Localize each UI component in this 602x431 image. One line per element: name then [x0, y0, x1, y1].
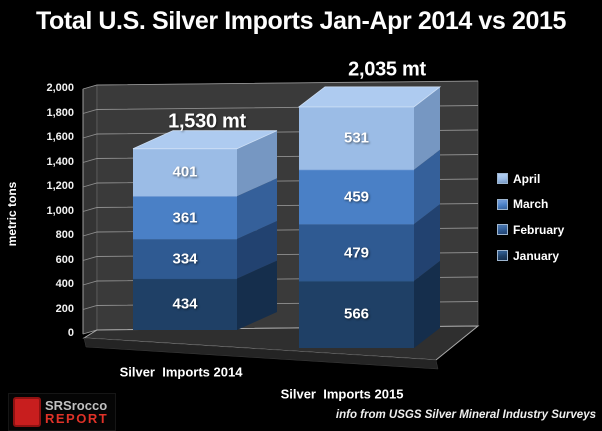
legend-item-january: January — [497, 243, 564, 269]
legend-item-april: April — [497, 166, 564, 192]
segment-value-label: 434 — [172, 295, 198, 313]
legend-label: January — [513, 248, 560, 263]
y-tick-label: 1,200 — [46, 180, 74, 192]
segment-value-label: 459 — [343, 188, 370, 206]
legend-label: March — [513, 197, 549, 212]
bar-top-silver-imports-2015 — [297, 86, 442, 108]
chart-floor-edge — [83, 337, 439, 370]
bar-total-label: 2,035 mt — [348, 58, 426, 81]
category-label: Silver Imports 2015 — [280, 386, 404, 402]
bar-front-silver-imports-2014-january — [133, 278, 237, 330]
legend-swatch-icon — [497, 198, 508, 210]
srsrocco-logo: SRSrocco REPORT — [8, 393, 117, 431]
bar-side-silver-imports-2014-january — [237, 260, 277, 330]
bar-side-silver-imports-2015-march — [414, 149, 440, 225]
bar-front-silver-imports-2015-february — [299, 224, 414, 281]
bar-side-silver-imports-2015-april — [414, 86, 440, 170]
bar-front-silver-imports-2014-april — [133, 148, 237, 197]
bar-front-silver-imports-2014-february — [133, 238, 237, 279]
source-note: info from USGS Silver Mineral Industry S… — [335, 409, 596, 421]
bar-side-silver-imports-2015-january — [414, 260, 440, 348]
bar-side-silver-imports-2014-april — [237, 130, 277, 197]
y-tick-label: 1,800 — [46, 106, 74, 119]
bar-front-silver-imports-2014-march — [133, 196, 237, 239]
y-tick-label: 2,000 — [46, 82, 74, 94]
category-label: Silver Imports 2014 — [119, 364, 243, 380]
legend-swatch-icon — [497, 224, 508, 236]
y-tick-label: 200 — [55, 302, 74, 315]
y-tick-label: 800 — [55, 229, 74, 241]
segment-value-label: 334 — [172, 250, 198, 268]
y-tick-label: 1,600 — [46, 131, 74, 143]
logo-line1: SRSrocco — [45, 397, 108, 413]
segment-value-label: 401 — [172, 163, 198, 181]
logo-icon — [13, 397, 41, 427]
bar-side-silver-imports-2014-march — [237, 178, 277, 239]
legend-swatch-icon — [497, 173, 508, 185]
segment-value-label: 361 — [172, 209, 198, 227]
y-tick-label: 1,400 — [46, 155, 74, 168]
legend-label: April — [513, 171, 541, 186]
legend: April March February January — [497, 166, 564, 268]
chart-title: Total U.S. Silver Imports Jan-Apr 2014 v… — [36, 7, 566, 35]
y-tick-label: 600 — [55, 253, 74, 266]
legend-swatch-icon — [497, 250, 508, 262]
segment-value-label: 531 — [343, 129, 370, 147]
bar-top-silver-imports-2014 — [132, 130, 278, 150]
y-tick-label: 400 — [55, 278, 74, 290]
bar-total-label: 1,530 mt — [168, 110, 246, 133]
gridline — [82, 80, 479, 90]
logo-line2: REPORT — [45, 410, 109, 426]
legend-item-february: February — [497, 217, 564, 243]
bar-front-silver-imports-2015-january — [299, 280, 414, 348]
segment-value-label: 566 — [343, 305, 370, 323]
logo-text: SRSrocco REPORT — [45, 397, 109, 426]
bar-front-silver-imports-2015-april — [299, 106, 414, 170]
bar-side-silver-imports-2014-february — [237, 220, 277, 279]
bar-front-silver-imports-2015-march — [299, 169, 414, 225]
bar-side-silver-imports-2015-february — [414, 204, 440, 281]
legend-label: February — [513, 222, 565, 237]
segment-value-label: 479 — [343, 244, 370, 262]
legend-item-march: March — [497, 192, 564, 218]
y-tick-label: 1,000 — [46, 204, 74, 217]
y-tick-label: 0 — [67, 327, 74, 339]
